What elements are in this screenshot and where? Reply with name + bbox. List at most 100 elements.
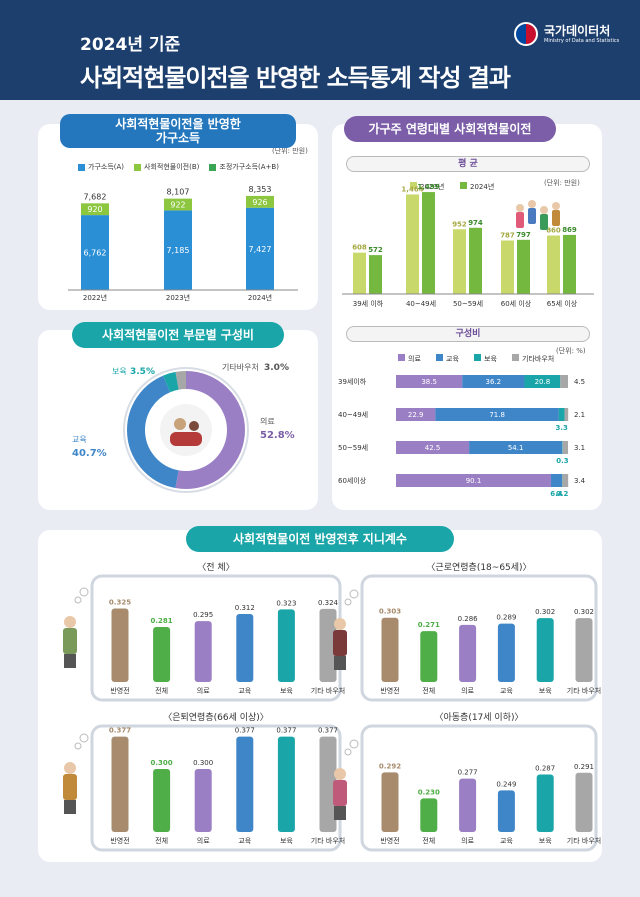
comp-value-label: 71.8 xyxy=(489,411,505,419)
gini-bar xyxy=(381,772,399,832)
senior-body xyxy=(552,210,560,226)
comp-value-label: 3.1 xyxy=(574,444,585,452)
gini-box-title: 〈아동층(17세 이하)〉 xyxy=(434,712,523,723)
gini-tick-label: 반영전 xyxy=(380,836,399,845)
age-group-title: 가구주 연령대별 사회적현물이전 xyxy=(344,116,556,142)
comp-segment xyxy=(524,375,561,388)
gini-tick-label: 기타 바우처 xyxy=(567,836,601,845)
gini-tick-label: 보육 xyxy=(280,837,293,845)
comp-row-label: 60세이상 xyxy=(338,476,367,485)
thought-bubble xyxy=(79,733,89,743)
comp-value-label: 0.2 xyxy=(556,490,569,498)
person-body xyxy=(333,630,347,656)
person-legs xyxy=(64,800,76,814)
average-pill: 평 균 xyxy=(346,156,590,172)
comp-value-label: 6.4 xyxy=(550,490,563,498)
gini-value-label: 0.323 xyxy=(276,599,296,607)
education-label: 교육 xyxy=(72,435,87,444)
household-income-title: 사회적현물이전을 반영한 가구소득 xyxy=(60,114,296,148)
person-body xyxy=(333,780,347,806)
income-value-label: 7,427 xyxy=(249,245,272,254)
gini-value-label: 0.300 xyxy=(151,759,173,767)
gini-tick-label: 의료 xyxy=(197,686,210,695)
title-line1: 사회적현물이전을 반영한 xyxy=(115,117,241,131)
gini-bar xyxy=(236,736,254,832)
comp-segment xyxy=(462,375,525,388)
gini-tick-label: 전체 xyxy=(155,686,168,695)
transfer-bar-b xyxy=(164,198,192,211)
person-head xyxy=(64,616,76,628)
transfer-bar-b xyxy=(81,203,109,216)
avg-value-label: 860 xyxy=(546,227,561,235)
income-value-label: 6,762 xyxy=(84,249,107,258)
gini-value-label: 0.377 xyxy=(276,727,296,735)
total-value-label: 7,682 xyxy=(84,192,107,201)
gini-bar xyxy=(420,798,438,832)
gini-bar xyxy=(381,617,399,682)
age-tick-label: 50~59세 xyxy=(453,299,483,308)
legend-item: 조정가구소득(A+B) xyxy=(209,163,279,171)
person-head xyxy=(64,762,76,774)
comp-legend-label: 보육 xyxy=(484,355,497,363)
income-bar-a xyxy=(164,210,192,290)
avg-value-label: 608 xyxy=(352,244,367,252)
person-body xyxy=(63,774,77,800)
comp-value-label: 54.1 xyxy=(508,444,524,452)
gini-tick-label: 교육 xyxy=(500,837,513,845)
gini-value-label: 0.325 xyxy=(109,599,131,607)
legend-item: 가구소득(A) xyxy=(78,163,124,171)
legend-label: 2023년 xyxy=(420,182,444,191)
income-bar-chart: 6,762 920 7,682 2022년 7,185 922 8,107 2023년 7,42… xyxy=(68,185,298,302)
gini-value-label: 0.271 xyxy=(418,621,440,629)
person-head xyxy=(189,421,199,431)
gini-value-label: 0.249 xyxy=(496,780,516,788)
gini-tick-label: 전체 xyxy=(422,686,435,695)
gini-value-label: 0.291 xyxy=(574,763,594,771)
avg-value-label: 952 xyxy=(452,220,467,228)
comp-segment xyxy=(435,408,559,421)
comp-segment xyxy=(562,441,563,454)
avg-value-label: 1,464 xyxy=(401,185,423,193)
comp-segment xyxy=(558,408,565,421)
composition-panel: 의료 52.8% 교육 40.7% 보육 3.5% 기타바우처 3.0% xyxy=(38,330,318,510)
person-legs xyxy=(334,656,346,670)
senior-head xyxy=(552,202,560,210)
total-value-label: 8,107 xyxy=(167,188,190,197)
thought-bubble xyxy=(79,587,89,597)
person-head xyxy=(334,618,346,630)
thought-bubble xyxy=(74,742,82,750)
gini-bar xyxy=(459,624,477,682)
comp-value-label: 20.8 xyxy=(535,378,551,386)
gini-bar xyxy=(153,626,171,682)
avg-value-label: 1,499 xyxy=(417,183,439,191)
year-tick-label: 2024년 xyxy=(248,293,272,302)
avg-bar xyxy=(517,239,530,294)
comp-segment xyxy=(396,441,470,454)
gini-value-label: 0.300 xyxy=(193,759,213,767)
person-body xyxy=(170,432,202,446)
gini-bar xyxy=(194,621,212,682)
gini-bar xyxy=(319,608,337,682)
comp-unit-label: (단위: %) xyxy=(556,347,586,355)
gini-tick-label: 교육 xyxy=(238,837,251,845)
gini-tick-label: 기타 바우처 xyxy=(567,686,601,695)
legend-item: 사회적현물이전(B) xyxy=(134,163,199,171)
gini-bar xyxy=(319,736,337,832)
avg-bar xyxy=(453,229,466,294)
gini-tick-label: 기타 바우처 xyxy=(311,836,345,845)
avg-value-label: 797 xyxy=(516,231,531,239)
gini-tick-label: 교육 xyxy=(500,687,513,695)
comp-row-label: 40~49세 xyxy=(338,410,368,419)
gini-box-title: 〈전 체〉 xyxy=(197,562,234,573)
comp-legend-swatch xyxy=(474,354,481,361)
income-value-label: 7,185 xyxy=(167,246,190,255)
composition-pill: 구성비 xyxy=(346,326,590,342)
legend-swatch xyxy=(410,182,417,189)
voucher-value: 3.0% xyxy=(264,363,289,373)
gini-value-label: 0.377 xyxy=(235,727,255,735)
gini-box-title: 〈근로연령층(18~65세)〉 xyxy=(426,561,531,573)
medical-value: 52.8% xyxy=(260,430,295,441)
composition-donut-chart: 의료 52.8% 교육 40.7% 보육 3.5% 기타바우처 3.0% xyxy=(72,362,295,493)
